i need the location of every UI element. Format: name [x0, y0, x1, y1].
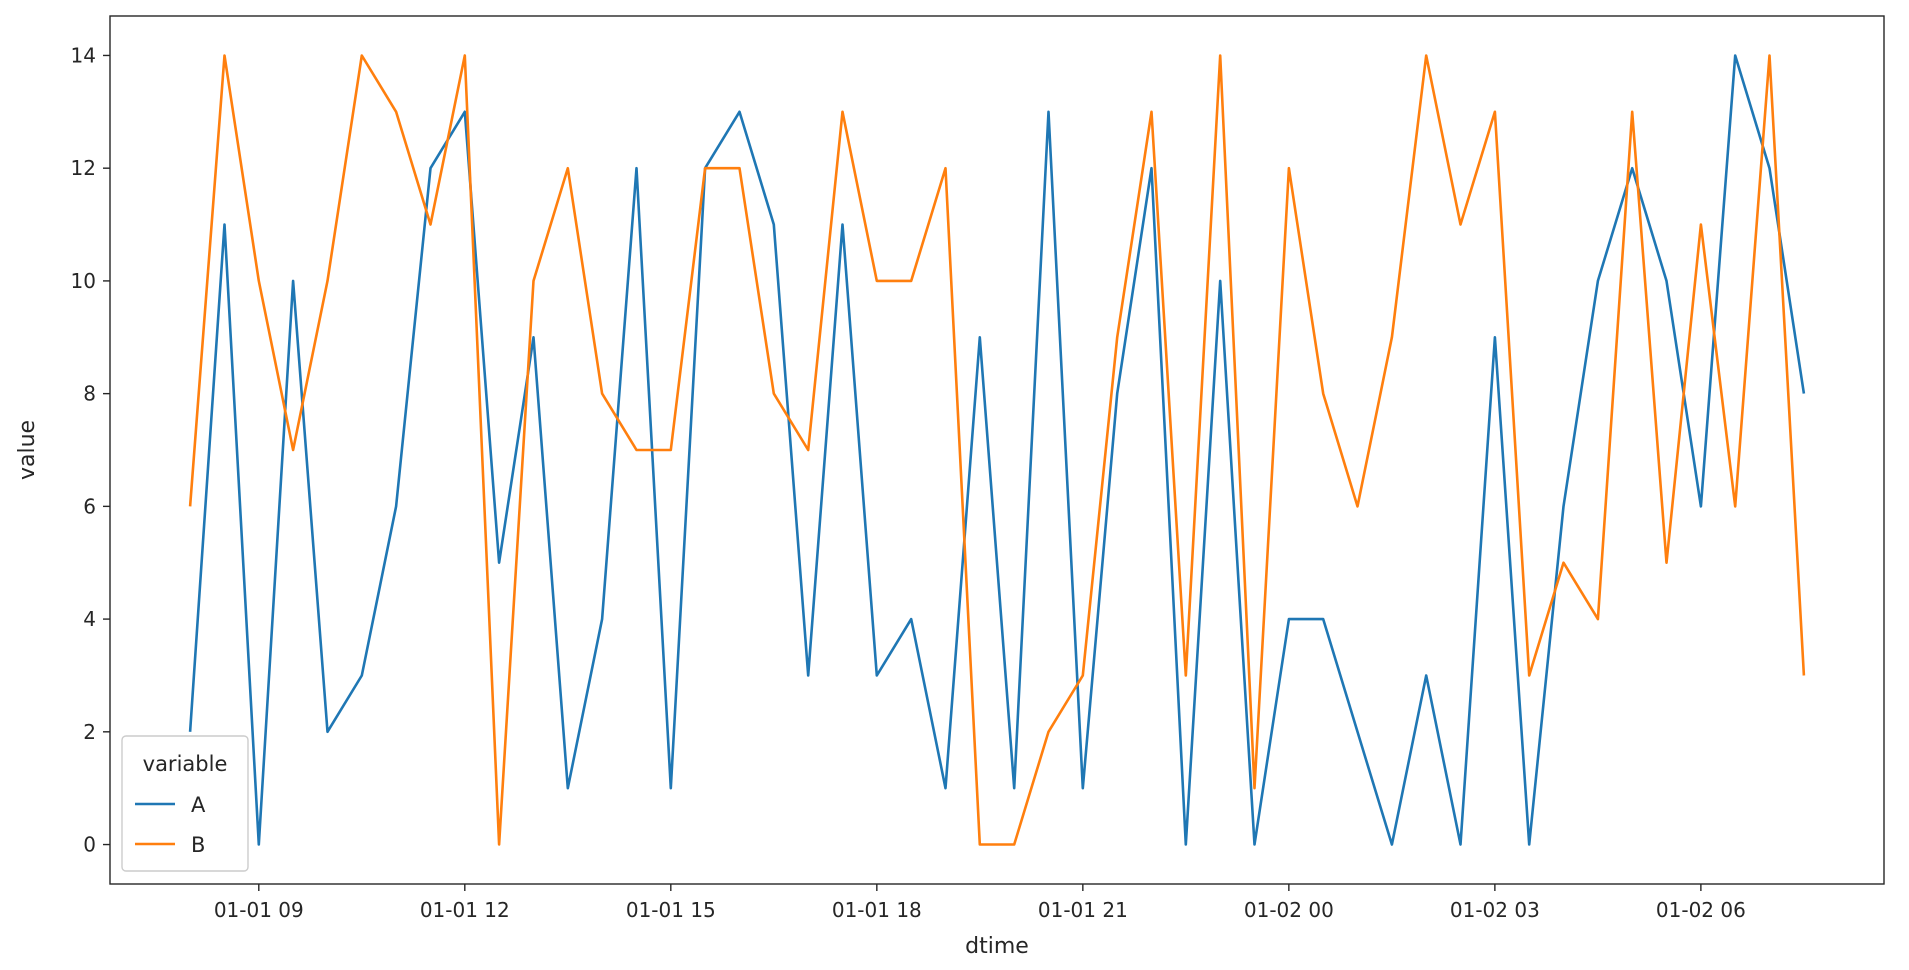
y-tick-label: 10: [71, 269, 96, 293]
y-axis: 0 2 4 6 8 10 12 14: [71, 43, 110, 857]
y-tick-label: 12: [71, 156, 96, 180]
x-tick-label: 01-01 09: [214, 898, 304, 922]
x-tick-label: 01-01 12: [420, 898, 510, 922]
series-line-a: [188, 54, 1806, 846]
y-axis-title: value: [15, 420, 40, 480]
x-axis: 01-01 09 01-01 12 01-01 15 01-01 18 01-01 21…: [214, 884, 1746, 922]
legend-label-b: B: [191, 833, 205, 857]
x-tick-label: 01-02 06: [1656, 898, 1746, 922]
y-tick-label: 14: [71, 43, 96, 67]
series-layer: [188, 54, 1806, 846]
x-tick-label: 01-02 00: [1244, 898, 1334, 922]
y-tick-label: 6: [83, 494, 96, 518]
y-tick-label: 4: [83, 607, 96, 631]
series-line-b: [188, 54, 1806, 846]
y-tick-label: 0: [83, 833, 96, 857]
legend-title: variable: [143, 752, 228, 776]
legend-box: [121, 735, 249, 872]
plot-frame: [109, 15, 1885, 885]
x-tick-label: 01-01 21: [1038, 898, 1128, 922]
x-axis-title: dtime: [965, 934, 1029, 959]
y-tick-label: 2: [83, 720, 96, 744]
legend-label-a: A: [191, 793, 206, 817]
legend: variable A B: [121, 735, 249, 872]
x-tick-label: 01-02 03: [1450, 898, 1540, 922]
x-tick-label: 01-01 15: [626, 898, 716, 922]
x-tick-label: 01-01 18: [832, 898, 922, 922]
y-tick-label: 8: [83, 382, 96, 406]
